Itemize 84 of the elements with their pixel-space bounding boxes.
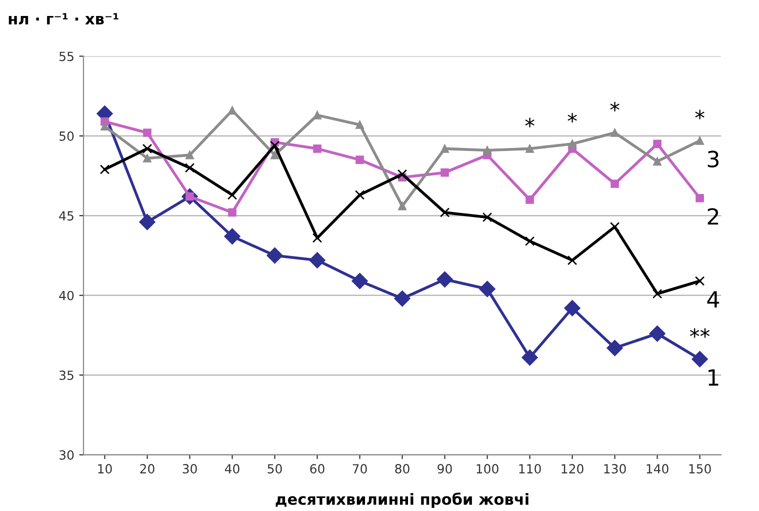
y-tick-label: 50 bbox=[60, 131, 74, 141]
series-label: 2 bbox=[708, 208, 718, 225]
x-tick-label: 110 bbox=[519, 464, 541, 474]
annotation: * bbox=[568, 112, 577, 122]
point bbox=[224, 228, 240, 244]
point bbox=[482, 212, 492, 222]
point bbox=[313, 144, 322, 153]
y-tick-label: 30 bbox=[60, 450, 74, 460]
point bbox=[567, 255, 578, 266]
point bbox=[398, 202, 406, 210]
point bbox=[100, 122, 109, 131]
point bbox=[266, 247, 283, 264]
point bbox=[184, 162, 195, 173]
y-tick-label: 45 bbox=[59, 211, 74, 221]
x-tick-label: 30 bbox=[182, 464, 197, 474]
point bbox=[397, 169, 408, 180]
series-label: 1 bbox=[708, 369, 718, 386]
point bbox=[653, 140, 662, 148]
point bbox=[568, 140, 576, 148]
y-tick-label: 40 bbox=[59, 290, 74, 300]
point bbox=[436, 271, 453, 288]
point bbox=[313, 111, 322, 120]
point bbox=[694, 276, 705, 286]
point bbox=[696, 136, 704, 145]
x-tick-label: 90 bbox=[438, 464, 452, 474]
point bbox=[692, 351, 708, 368]
y-tick-label: 35 bbox=[60, 370, 74, 380]
point bbox=[309, 252, 326, 268]
annotation: * bbox=[525, 118, 534, 128]
point bbox=[606, 340, 623, 356]
x-tick-label: 100 bbox=[476, 464, 498, 474]
point bbox=[356, 156, 364, 164]
x-tick-label: 10 bbox=[98, 464, 112, 474]
point bbox=[139, 214, 156, 230]
point bbox=[440, 144, 449, 153]
point bbox=[354, 190, 365, 200]
x-tick-label: 130 bbox=[604, 464, 626, 474]
y-axis-title: нл · г⁻¹ · хв⁻¹ bbox=[8, 13, 118, 24]
x-axis-title: десятихвилинні проби жовчі bbox=[276, 492, 528, 508]
x-tick-label: 70 bbox=[352, 464, 367, 474]
x-tick-label: 80 bbox=[395, 464, 410, 474]
x-tick-label: 50 bbox=[268, 464, 282, 474]
point bbox=[352, 272, 368, 290]
point bbox=[228, 208, 236, 217]
point bbox=[143, 154, 152, 162]
point bbox=[227, 190, 238, 200]
point bbox=[356, 120, 364, 129]
point bbox=[696, 194, 704, 202]
point bbox=[186, 150, 194, 160]
point bbox=[526, 144, 534, 153]
point bbox=[649, 326, 666, 342]
point bbox=[524, 236, 535, 246]
point bbox=[312, 233, 322, 243]
series-label: 4 bbox=[707, 291, 720, 308]
point bbox=[100, 164, 110, 174]
point bbox=[610, 128, 619, 137]
point bbox=[653, 157, 662, 166]
series-label: 3 bbox=[708, 150, 719, 168]
x-tick-label: 60 bbox=[310, 464, 324, 474]
point bbox=[270, 150, 279, 160]
point bbox=[610, 180, 619, 188]
x-tick-label: 40 bbox=[224, 464, 240, 474]
point bbox=[652, 288, 662, 299]
point bbox=[142, 144, 152, 154]
point bbox=[440, 168, 449, 177]
point bbox=[522, 349, 538, 366]
x-tick-label: 150 bbox=[689, 464, 711, 474]
point bbox=[479, 280, 496, 298]
point bbox=[270, 140, 280, 150]
y-tick-label: 55 bbox=[60, 52, 74, 62]
annotation: ** bbox=[690, 328, 710, 338]
annotation: * bbox=[610, 102, 620, 112]
point bbox=[228, 106, 236, 115]
point bbox=[610, 222, 620, 232]
annotation: * bbox=[695, 110, 704, 120]
point bbox=[440, 208, 450, 218]
point bbox=[526, 196, 534, 204]
point bbox=[483, 146, 492, 154]
x-tick-label: 140 bbox=[646, 464, 668, 474]
point bbox=[143, 128, 152, 137]
point bbox=[394, 290, 410, 307]
x-tick-label: 20 bbox=[140, 464, 154, 474]
point bbox=[564, 300, 580, 316]
x-tick-label: 120 bbox=[562, 464, 584, 474]
